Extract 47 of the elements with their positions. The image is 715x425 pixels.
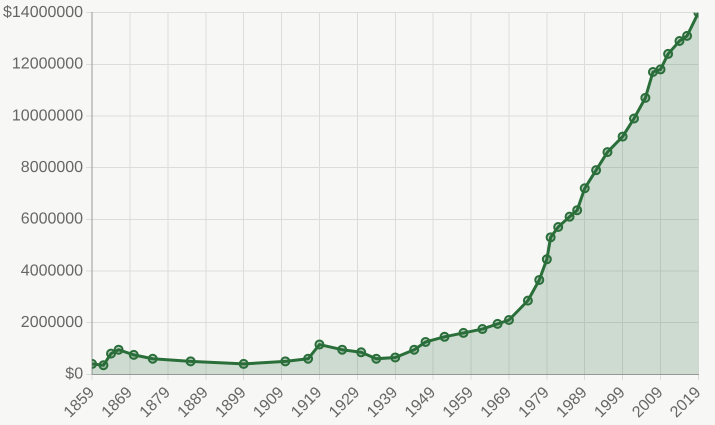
point (371, 354, 382, 364)
point (618, 132, 628, 142)
point (546, 232, 556, 242)
point (148, 354, 158, 364)
y-tick-label: 6000000 (20, 210, 84, 228)
point (564, 212, 575, 222)
point (522, 296, 533, 306)
point (674, 36, 684, 46)
point (640, 92, 650, 103)
y-tick-label: $14000000 (2, 4, 84, 22)
y-tick-label: 10000000 (12, 107, 84, 124)
point (337, 344, 348, 355)
point (98, 360, 108, 370)
y-tick-label: 8000000 (20, 159, 84, 176)
y-tick-label: $0 (65, 366, 84, 383)
point (629, 114, 639, 124)
point (106, 348, 116, 359)
point (114, 344, 124, 355)
point (477, 324, 488, 334)
point (303, 354, 314, 364)
point (682, 30, 692, 41)
point (186, 356, 196, 366)
point (492, 318, 503, 329)
point (504, 315, 514, 326)
point (458, 328, 468, 338)
y-tick-label: 12000000 (12, 56, 84, 73)
point (420, 336, 431, 347)
y-tick-label: 2000000 (20, 314, 84, 331)
point (409, 344, 420, 355)
point (356, 347, 366, 358)
point (656, 64, 666, 74)
point (128, 350, 139, 360)
point (314, 340, 324, 350)
point (580, 183, 590, 194)
point (542, 254, 552, 264)
point (602, 147, 612, 158)
point (534, 274, 544, 285)
point (440, 332, 450, 342)
point (572, 205, 582, 216)
point (280, 356, 290, 366)
point (553, 222, 564, 232)
point (390, 352, 400, 362)
point (238, 358, 249, 369)
point (648, 67, 658, 78)
point (591, 165, 602, 176)
y-tick-label: 4000000 (20, 262, 84, 280)
point (663, 48, 674, 59)
